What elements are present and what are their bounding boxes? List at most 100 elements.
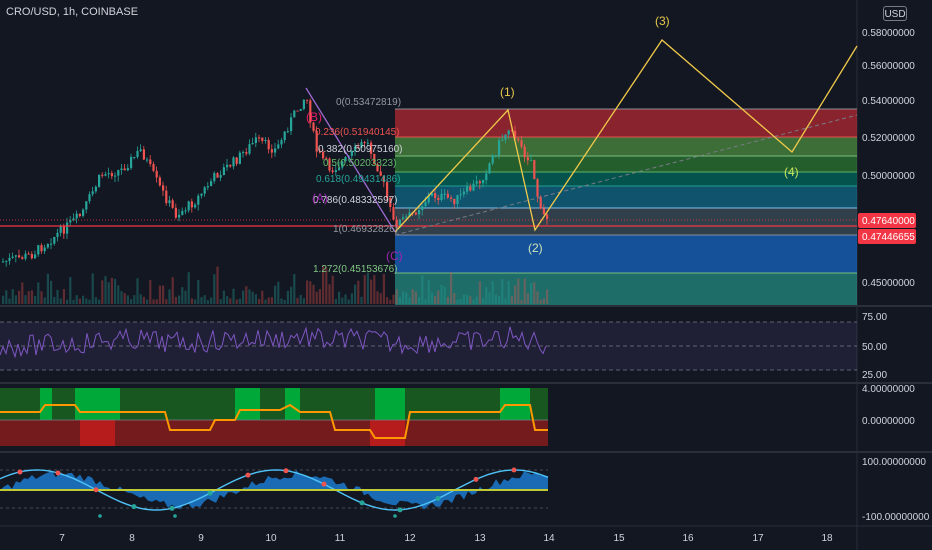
- price-badge: 0.47446655: [858, 229, 916, 244]
- time-axis[interactable]: 7 8 9 10 11 12 13 14 15 16 17 18: [59, 533, 833, 544]
- volume-bar: [331, 275, 334, 304]
- volume-bar: [274, 285, 277, 304]
- currency-button[interactable]: USD: [883, 6, 907, 21]
- oscillator-dot: [207, 490, 213, 496]
- candle-body: [178, 214, 181, 218]
- candle-body: [325, 158, 328, 160]
- volume-bar: [488, 292, 491, 304]
- candlestick-series[interactable]: [2, 98, 549, 267]
- volume-bar: [296, 297, 299, 304]
- oscillator-marker: [98, 514, 102, 518]
- price-tick-label: 0.54000000: [862, 96, 915, 107]
- price-tick-label: 0.52000000: [862, 133, 915, 144]
- correction-wave-line[interactable]: [305, 87, 396, 233]
- volume-bar: [158, 285, 161, 304]
- symbol-label[interactable]: CRO/USD, 1h, COINBASE: [6, 6, 139, 18]
- volume-bar: [523, 278, 526, 304]
- volume-bar: [130, 299, 133, 304]
- volume-bar: [475, 296, 478, 304]
- volume-bar: [238, 298, 241, 304]
- candle-body: [469, 186, 472, 191]
- time-tick-label: 7: [59, 533, 65, 544]
- candle-body: [155, 170, 158, 178]
- candle-body: [114, 175, 117, 177]
- volume-bar: [120, 291, 123, 304]
- candle-body: [107, 173, 110, 175]
- candle-body: [315, 130, 318, 152]
- candle-body: [34, 254, 37, 259]
- volume-bar: [59, 298, 62, 304]
- price-axis[interactable]: 0.58000000 0.56000000 0.54000000 0.52000000…: [862, 28, 915, 289]
- candle-body: [152, 164, 155, 171]
- oscillator-dot: [93, 487, 99, 493]
- candle-body: [546, 214, 549, 219]
- wave-label: (1): [500, 85, 515, 99]
- candle-body: [165, 190, 168, 204]
- volume-bar: [533, 282, 536, 304]
- candle-body: [194, 204, 197, 208]
- volume-bar: [232, 288, 235, 304]
- candle-body: [146, 159, 149, 161]
- oscillator-dot: [245, 472, 251, 478]
- volume-bar: [21, 282, 24, 304]
- fib-zone-0-0236: [395, 109, 857, 137]
- candle-body: [82, 209, 85, 216]
- price-badge: 0.47640000: [858, 213, 916, 228]
- oscillator-tick-label: 100.00000000: [862, 457, 926, 468]
- candle-body: [462, 191, 465, 195]
- fib-zone-0382-05: [395, 156, 857, 172]
- trend-strong-bull: [235, 388, 260, 420]
- volume-bar: [501, 279, 504, 304]
- fib-retracement-zones[interactable]: [395, 108, 857, 305]
- rsi-pane[interactable]: [0, 321, 857, 371]
- candle-body: [437, 197, 440, 201]
- time-tick-label: 18: [821, 533, 833, 544]
- oscillator-dot: [321, 481, 327, 487]
- volume-bar: [133, 295, 136, 304]
- volume-bar: [98, 299, 101, 304]
- volume-bar: [402, 291, 405, 304]
- trend-projection-line[interactable]: [394, 114, 858, 236]
- volume-bar: [152, 299, 155, 304]
- oscillator-line: [0, 469, 549, 511]
- candle-body: [210, 181, 213, 187]
- candle-body: [306, 99, 309, 101]
- volume-bar: [347, 299, 350, 304]
- candle-body: [379, 171, 382, 176]
- volume-bar: [414, 291, 417, 304]
- volume-bar: [242, 290, 245, 304]
- candle-body: [299, 108, 302, 111]
- volume-bar: [248, 289, 251, 304]
- candle-body: [466, 186, 469, 192]
- volume-bar: [235, 299, 238, 304]
- candle-body: [110, 173, 113, 177]
- volume-bar: [190, 298, 193, 304]
- volume-bar: [530, 282, 533, 304]
- candle-body: [184, 210, 187, 212]
- candle-body: [453, 198, 456, 204]
- oscillator-pane[interactable]: [0, 467, 549, 518]
- candle-body: [40, 245, 43, 252]
- volume-bar: [69, 277, 72, 304]
- candle-body: [130, 157, 133, 169]
- trend-indicator-pane[interactable]: [0, 388, 548, 446]
- volume-bar: [398, 297, 401, 304]
- volume-bar: [373, 275, 376, 304]
- volume-bar: [405, 292, 408, 304]
- candle-body: [30, 254, 33, 259]
- impulse-wave-line[interactable]: [394, 39, 858, 233]
- volume-bar: [517, 278, 520, 304]
- volume-bar: [30, 290, 33, 304]
- volume-bar: [427, 280, 430, 304]
- volume-bar: [338, 291, 341, 304]
- candle-body: [46, 243, 49, 248]
- elliott-wave-lines[interactable]: [305, 39, 858, 233]
- volume-bar: [11, 289, 14, 304]
- volume-bar: [411, 288, 414, 304]
- wave-label: (C): [386, 249, 403, 263]
- volume-bar: [155, 299, 158, 304]
- volume-bar: [184, 290, 187, 304]
- candle-body: [101, 174, 104, 176]
- time-tick-label: 11: [335, 533, 346, 544]
